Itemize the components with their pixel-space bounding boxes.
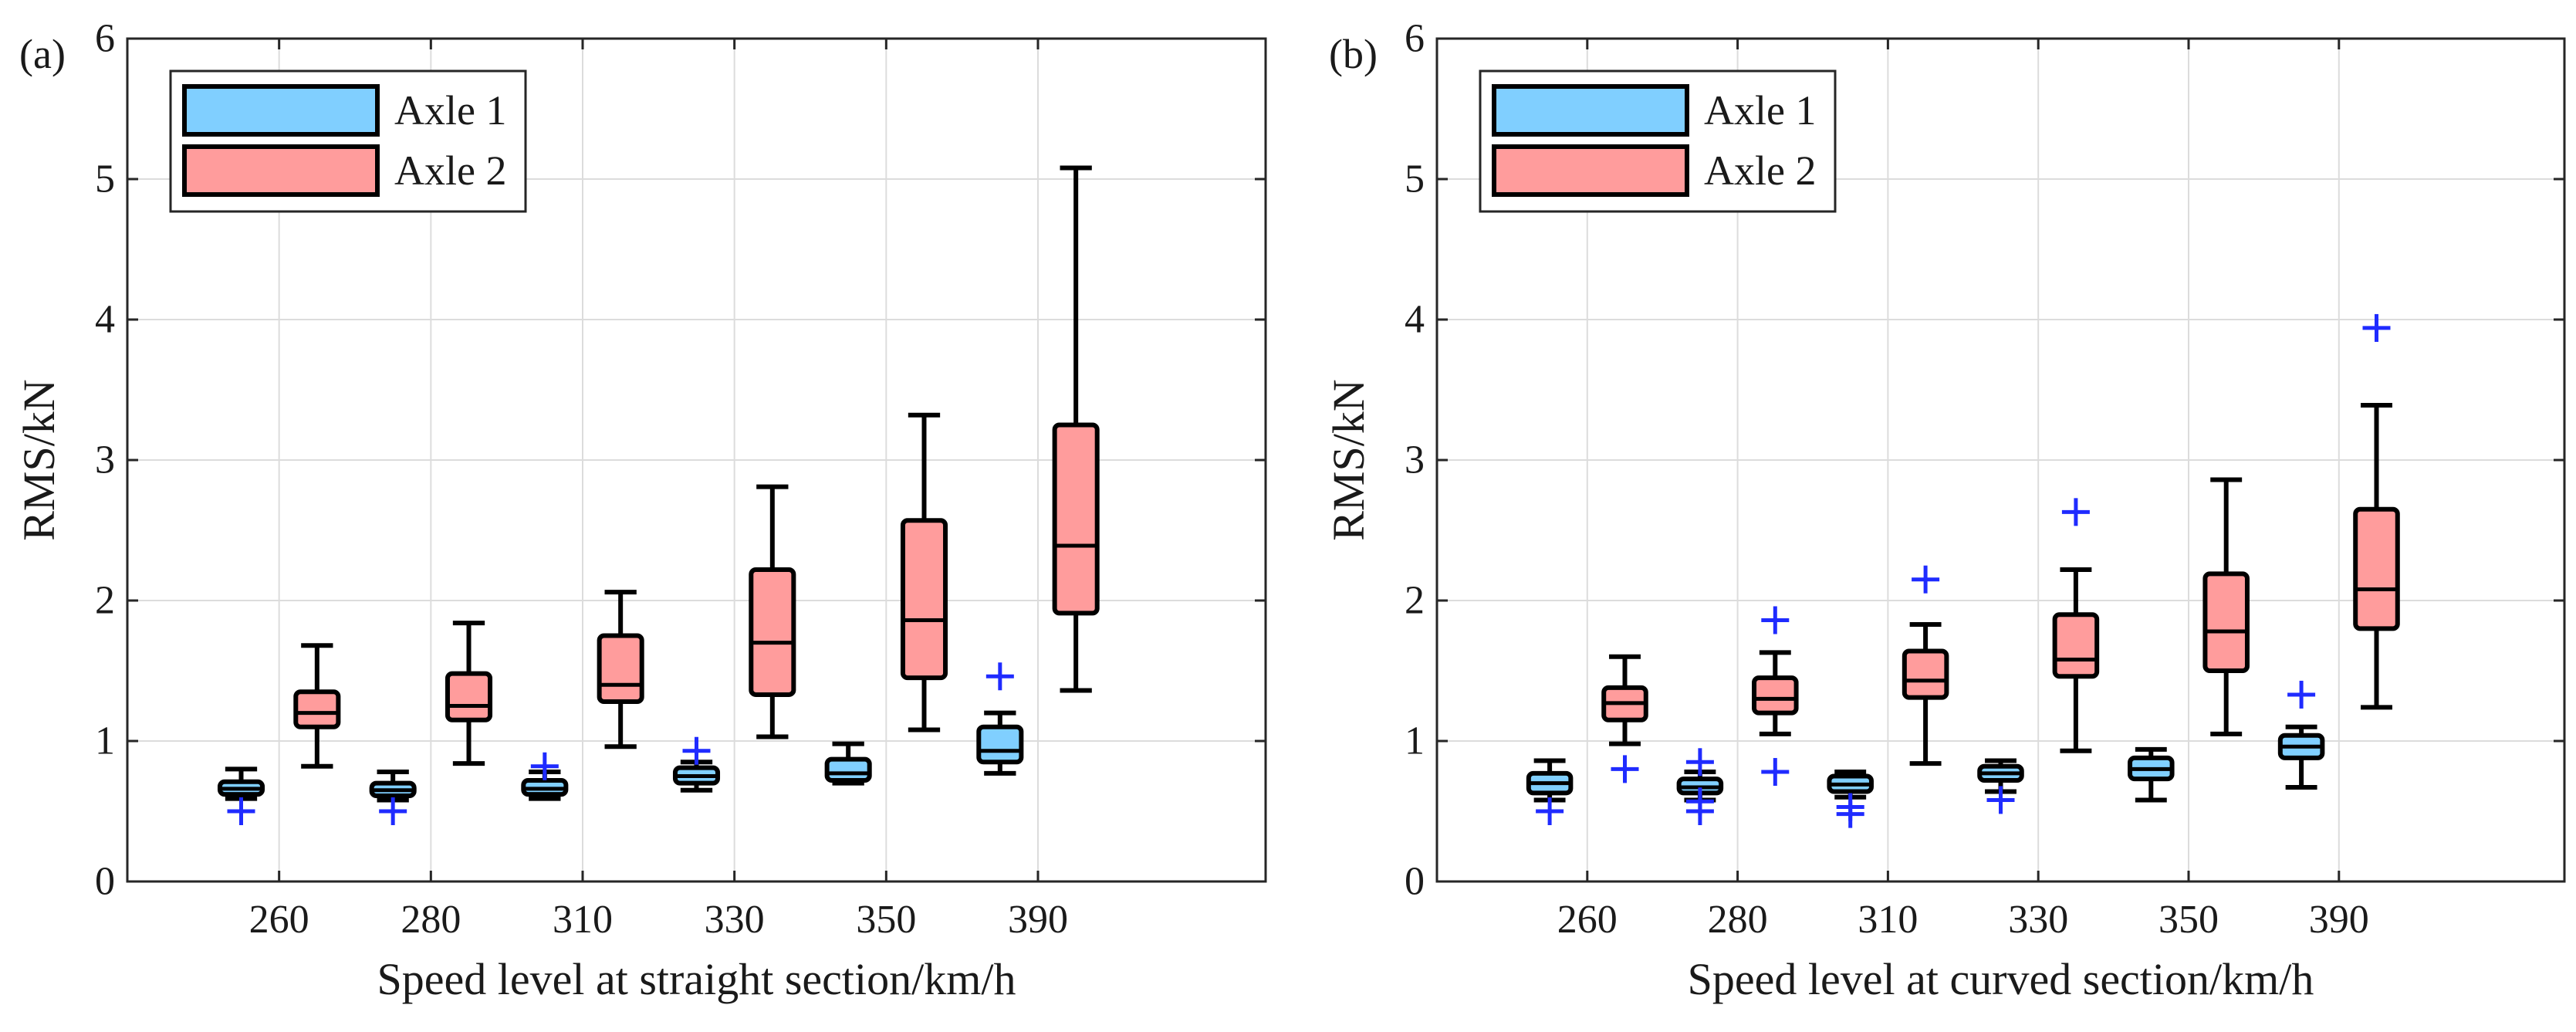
y-tick-label: 0 [95,860,115,904]
box-axle-1-260 [1526,758,1574,825]
legend-swatch-2 [182,144,380,197]
outlier-marker [985,662,1014,691]
box-axle-2-280 [445,621,493,766]
box-axle-1-350 [2128,746,2175,803]
box-iqr [2052,612,2100,679]
x-tick-label: 260 [1557,898,1618,942]
box-axle-1-350 [824,741,872,786]
box-iqr [1752,675,1799,716]
box-axle-2-390 [1052,165,1100,693]
x-tick-label: 350 [856,898,916,942]
outlier-marker [1611,755,1639,783]
box-iqr [445,671,493,722]
y-tick-label: 4 [1405,298,1425,342]
x-axis-title: Speed level at straight section/km/h [377,954,1016,1004]
box-axle-2-350 [2202,477,2250,736]
box-axle-1-330 [1977,758,2024,814]
panel-label: (a) [19,31,66,77]
y-tick-label: 2 [95,579,115,623]
box-axle-1-390 [2277,680,2325,790]
box-iqr [1052,422,1100,616]
y-tick-label: 3 [1405,438,1425,482]
y-tick-label: 6 [1405,17,1425,61]
box-iqr [749,567,796,697]
x-tick-label: 390 [1008,898,1068,942]
box-iqr [1902,648,1949,700]
box-axle-2-260 [1601,654,1648,783]
outlier-marker [1685,787,1714,816]
box-axle-1-390 [976,662,1024,776]
x-tick-label: 280 [1708,898,1768,942]
box-axle-1-280 [1676,748,1724,825]
y-tick-label: 1 [1405,719,1425,763]
panel-a: 0 1 2 3 4 5 6 260 280 310 330 350 390 Axle 1 Axle 2 (a)… [14,17,1267,1004]
y-tick-label: 3 [95,438,115,482]
box-axle-2-310 [597,590,644,749]
outlier-marker [1836,793,1864,821]
box-axle-2-310 [1902,565,1949,766]
box-axle-2-350 [900,412,948,733]
box-iqr [2353,506,2400,631]
box-axle-1-280 [369,770,417,825]
box-iqr [900,518,948,681]
legend-label-1: Axle 1 [394,87,506,134]
legend-swatch-1 [182,84,380,137]
outlier-marker [1761,606,1790,634]
box-iqr [293,689,341,729]
y-tick-label: 0 [1405,860,1425,904]
y-tick-label: 2 [1405,579,1425,623]
outlier-marker [2362,313,2391,342]
box-iqr [824,756,872,783]
y-tick-label: 5 [1405,157,1425,201]
outlier-marker [2287,680,2316,709]
outlier-marker [227,797,255,825]
panel-label: (b) [1329,31,1378,77]
x-tick-label: 310 [1858,898,1918,942]
box-iqr [597,633,644,705]
legend-swatch-1 [1492,84,1689,137]
x-tick-label: 330 [705,898,765,942]
outlier-marker [682,736,711,765]
box-axle-1-330 [672,736,721,793]
legend-label-2: Axle 2 [1704,147,1816,194]
x-tick-label: 310 [553,898,613,942]
legend-label-2: Axle 2 [394,147,506,194]
x-tick-label: 280 [401,898,461,942]
x-tick-label: 350 [2158,898,2219,942]
outlier-marker [530,752,559,780]
x-tick-label: 390 [2309,898,2369,942]
box-axle-2-280 [1752,606,1799,787]
outlier-marker [1912,565,1940,594]
y-axis-title: RMS/kN [1323,379,1374,541]
outlier-marker [2061,498,2090,526]
box-iqr [976,724,1024,765]
y-axis-title: RMS/kN [14,379,64,541]
legend-swatch-2 [1492,144,1689,197]
box-iqr [2202,571,2250,673]
box-axle-1-310 [521,752,569,801]
panel-b: 0 1 2 3 4 5 6 260 280 310 330 350 390 Axle 1 Axle 2 (b)… [1323,17,2566,1004]
y-tick-label: 6 [95,17,115,61]
x-axis-title: Speed level at curved section/km/h [1688,954,2314,1004]
box-axle-2-330 [2052,498,2100,753]
outlier-marker [1986,786,2015,814]
y-tick-label: 5 [95,157,115,201]
outlier-marker [1761,758,1790,787]
y-tick-label: 1 [95,719,115,763]
box-axle-2-260 [293,643,341,769]
box-axle-2-390 [2353,313,2400,710]
outlier-marker [1685,748,1714,777]
outlier-marker [379,797,407,825]
legend-label-1: Axle 1 [1704,87,1816,134]
outlier-marker [1536,797,1564,825]
box-axle-1-310 [1827,770,1874,828]
box-axle-2-330 [749,484,796,739]
box-axle-1-260 [217,766,265,825]
y-tick-label: 4 [95,298,115,342]
x-tick-label: 330 [2008,898,2068,942]
x-tick-label: 260 [249,898,309,942]
